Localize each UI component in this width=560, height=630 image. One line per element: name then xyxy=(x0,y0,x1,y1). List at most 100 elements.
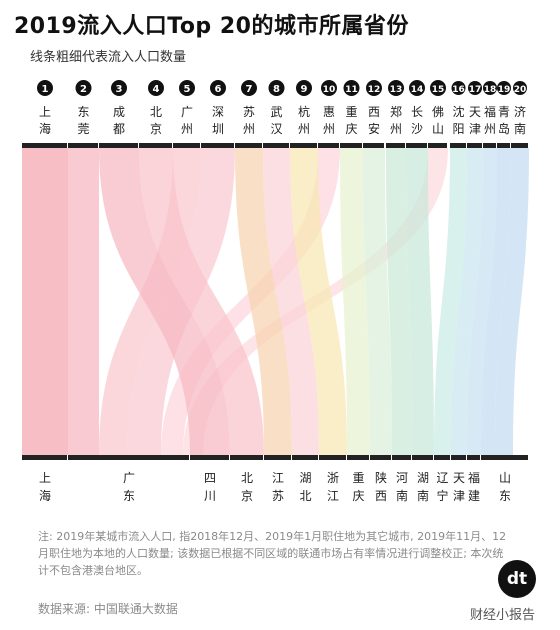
top-bar-18 xyxy=(483,143,496,148)
province-label: 南 xyxy=(396,488,408,503)
rank-number: 2 xyxy=(80,84,87,95)
top-bar-14 xyxy=(406,143,427,148)
rank-number: 11 xyxy=(345,85,358,95)
province-label: 京 xyxy=(241,489,253,503)
city-label: 天 xyxy=(469,105,481,119)
bottom-bar-辽宁 xyxy=(434,455,450,460)
rank-badge-20 xyxy=(513,81,527,95)
rank-badge-11 xyxy=(343,80,360,96)
province-label: 苏 xyxy=(272,489,284,503)
city-label: 圳 xyxy=(212,122,224,136)
rank-badge-16 xyxy=(451,81,466,95)
top-bar-2 xyxy=(68,143,98,148)
bottom-bar-湖北 xyxy=(292,455,318,460)
province-label: 广 xyxy=(123,471,135,485)
province-label: 江 xyxy=(272,471,284,485)
flow-9 xyxy=(290,148,347,455)
rank-number: 9 xyxy=(301,84,308,95)
city-label: 长 xyxy=(411,105,423,119)
province-label: 河 xyxy=(396,471,408,485)
rank-badge-4 xyxy=(148,80,164,96)
bottom-bar-四川 xyxy=(190,455,229,460)
rank-number: 8 xyxy=(273,84,280,95)
flow-17 xyxy=(451,148,483,455)
rank-number: 1 xyxy=(42,84,49,95)
top-bar-10 xyxy=(318,143,339,148)
city-label: 州 xyxy=(181,122,193,136)
rank-number: 13 xyxy=(390,85,403,95)
city-label: 青 xyxy=(498,105,510,119)
bottom-bar-陕西 xyxy=(370,455,391,460)
top-bar-11 xyxy=(340,143,362,148)
city-label: 山 xyxy=(432,122,444,136)
rank-number: 7 xyxy=(246,84,253,95)
city-label: 郑 xyxy=(390,104,402,119)
flow-11 xyxy=(340,148,370,455)
top-bar-13 xyxy=(386,143,405,148)
rank-badge-7 xyxy=(241,80,257,96)
rank-number: 18 xyxy=(484,85,497,95)
city-label: 西 xyxy=(368,105,380,119)
bottom-bar-广东 xyxy=(68,455,189,460)
rank-number: 17 xyxy=(469,85,482,95)
bottom-bar-江苏 xyxy=(264,455,291,460)
rank-number: 15 xyxy=(432,85,445,95)
province-label: 重 xyxy=(352,471,364,485)
rank-badge-12 xyxy=(366,80,382,96)
city-label: 南 xyxy=(514,121,526,136)
province-label: 福 xyxy=(468,470,480,485)
city-label: 莞 xyxy=(77,122,89,136)
rank-number: 19 xyxy=(498,85,511,95)
province-label: 湖 xyxy=(299,470,311,485)
city-label: 州 xyxy=(390,122,402,136)
sankey-chart: 1上海2东莞3成都4北京5广州6深圳7苏州8武汉9杭州10惠州11重庆12西安1… xyxy=(22,80,529,503)
rank-badge-13 xyxy=(388,80,404,96)
bottom-bar-天津 xyxy=(451,455,466,460)
top-bar-3 xyxy=(99,143,138,148)
top-bar-1 xyxy=(22,143,67,148)
flow-19 xyxy=(481,148,511,455)
top-bar-19 xyxy=(497,143,510,148)
city-label: 惠 xyxy=(323,105,335,119)
city-label: 汉 xyxy=(270,122,282,136)
city-label: 武 xyxy=(270,105,282,119)
rank-badge-3 xyxy=(111,80,127,96)
chart-title: 2019流入人口Top 20的城市所属省份 xyxy=(14,14,409,39)
flow-8 xyxy=(263,148,319,455)
city-label: 上 xyxy=(39,105,51,119)
city-label: 杭 xyxy=(298,104,310,119)
city-label: 佛 xyxy=(432,105,444,119)
province-label: 东 xyxy=(123,489,135,503)
city-label: 济 xyxy=(514,104,526,119)
province-label: 江 xyxy=(327,489,339,503)
province-label: 庆 xyxy=(352,489,364,503)
bottom-bar-重庆 xyxy=(347,455,369,460)
city-label: 阳 xyxy=(452,122,464,136)
bottom-bar-湖南 xyxy=(412,455,433,460)
province-label: 建 xyxy=(468,489,480,503)
city-label: 安 xyxy=(368,121,380,136)
rank-number: 12 xyxy=(368,85,381,95)
rank-number: 16 xyxy=(452,85,465,95)
flows xyxy=(22,148,529,455)
province-label: 山 xyxy=(499,471,511,485)
province-label: 湖 xyxy=(417,470,429,485)
top-bar-8 xyxy=(263,143,289,148)
rank-number: 10 xyxy=(323,85,336,95)
dt-logo: dt xyxy=(498,560,536,598)
bottom-bar-山东 xyxy=(481,455,528,460)
province-label: 北 xyxy=(299,489,311,503)
city-label: 深 xyxy=(212,105,224,119)
flow-7 xyxy=(235,148,292,455)
city-label: 成 xyxy=(113,105,125,119)
province-label: 西 xyxy=(375,489,387,503)
bottom-bar-河南 xyxy=(392,455,411,460)
top-bar-6 xyxy=(201,143,234,148)
province-label: 陕 xyxy=(375,470,387,485)
top-bar-16 xyxy=(450,143,466,148)
province-label: 津 xyxy=(453,489,465,503)
city-label: 福 xyxy=(484,104,496,119)
rank-number: 20 xyxy=(514,85,527,95)
rank-badge-15 xyxy=(430,80,446,96)
